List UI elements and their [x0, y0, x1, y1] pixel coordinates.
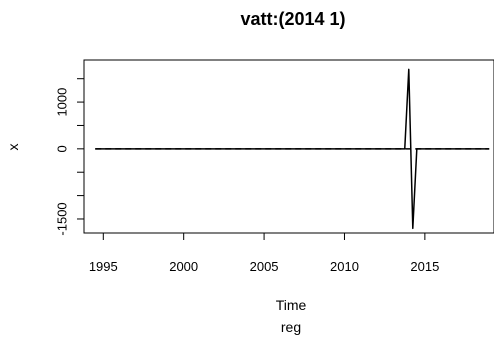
x-tick-label: 2010 [330, 259, 359, 274]
x-axis-sublabel: reg [281, 319, 301, 335]
plot-frame [83, 59, 494, 234]
chart-title: vatt:(2014 1) [240, 9, 345, 29]
y-tick-label: 1000 [54, 88, 69, 117]
x-tick-label: 2000 [169, 259, 198, 274]
x-tick-label: 1995 [89, 259, 118, 274]
series-layer [95, 68, 490, 230]
x-tick-label: 2015 [410, 259, 439, 274]
x-tick-label: 2005 [250, 259, 279, 274]
y-axis-label: x [5, 144, 21, 151]
y-tick-label: 0 [54, 145, 69, 152]
x-axis-label: Time [276, 297, 307, 313]
y-axis: -1500 0 1000 [54, 78, 85, 236]
x-axis: 1995 2000 2005 2010 2015 [89, 232, 439, 274]
y-tick-label: -1500 [54, 202, 69, 235]
